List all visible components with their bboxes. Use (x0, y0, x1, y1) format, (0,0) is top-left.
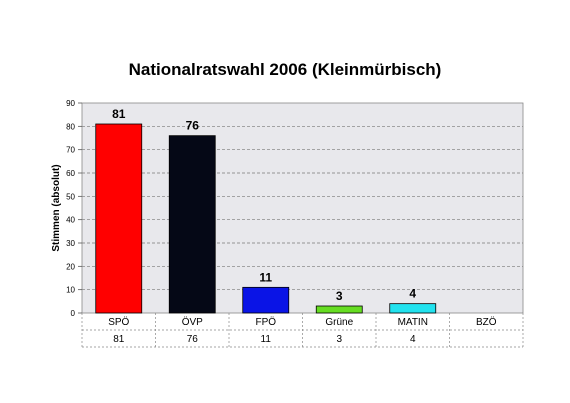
y-tick-label: 10 (66, 286, 75, 295)
y-axis-ticks: 0 10 20 30 40 50 60 70 80 90 (66, 99, 82, 318)
x-category-label: SPÖ (108, 316, 129, 328)
y-tick-label: 40 (66, 216, 75, 225)
bars (95, 123, 437, 314)
y-tick-label: 20 (66, 262, 75, 271)
bar (95, 123, 143, 314)
data-table: SPÖ 81 ÖVP 76 FPÖ 11 Grüne 3 MATIN 4 BZÖ (81, 313, 524, 348)
table-value: 3 (336, 334, 342, 345)
y-tick-label: 70 (66, 146, 75, 155)
y-tick-label: 0 (71, 309, 76, 318)
table-value: 11 (261, 334, 272, 345)
y-tick-label: 80 (66, 122, 75, 131)
gridlines (82, 125, 523, 291)
y-axis-label: Stimmen (absolut) (51, 164, 62, 251)
bar (242, 286, 290, 314)
data-labels: 81 76 11 3 4 (112, 107, 416, 303)
bar (168, 135, 216, 314)
data-label: 4 (409, 287, 416, 301)
data-label: 11 (259, 270, 272, 284)
data-label: 81 (112, 107, 126, 121)
x-category-label: MATIN (398, 317, 428, 328)
x-category-label: BZÖ (476, 316, 497, 328)
data-label: 76 (186, 119, 200, 133)
x-category-label: FPÖ (255, 316, 276, 328)
y-tick-label: 50 (66, 192, 75, 201)
data-label: 3 (336, 289, 343, 303)
chart-title: Nationalratswahl 2006 (Kleinmürbisch) (128, 60, 442, 79)
table-value: 4 (410, 334, 416, 345)
bar (315, 305, 363, 314)
table-value: 81 (113, 334, 125, 345)
x-category-label: Grüne (325, 317, 353, 328)
y-tick-label: 60 (66, 169, 75, 178)
x-category-label: ÖVP (182, 316, 203, 328)
bar (389, 303, 437, 314)
plot-area (81, 102, 524, 314)
y-tick-label: 30 (66, 239, 75, 248)
y-tick-label: 90 (66, 99, 75, 108)
table-value: 76 (187, 334, 199, 345)
